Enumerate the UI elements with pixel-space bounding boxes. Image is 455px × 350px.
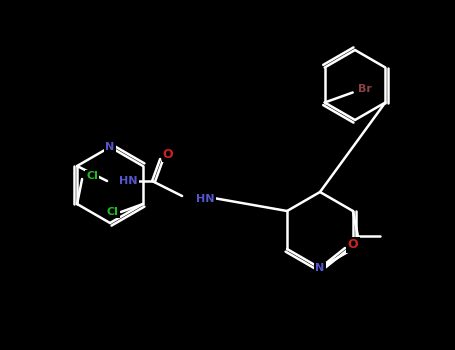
Text: N: N xyxy=(348,239,358,249)
Text: HN: HN xyxy=(196,194,215,204)
Text: N: N xyxy=(106,142,115,152)
Text: Br: Br xyxy=(358,84,372,94)
Text: N: N xyxy=(315,263,324,273)
Text: HN: HN xyxy=(119,176,137,186)
Text: O: O xyxy=(163,147,173,161)
Text: O: O xyxy=(348,238,359,252)
Text: Cl: Cl xyxy=(107,207,119,217)
Text: Cl: Cl xyxy=(86,171,98,181)
